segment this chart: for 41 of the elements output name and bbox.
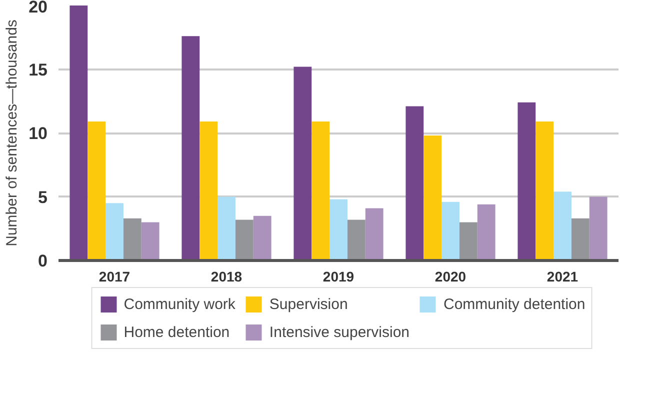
bar bbox=[442, 202, 460, 260]
bar bbox=[218, 196, 236, 260]
legend-label: Intensive supervision bbox=[269, 324, 410, 340]
bar bbox=[459, 222, 478, 260]
bar bbox=[554, 192, 572, 260]
x-tick-label: 2020 bbox=[434, 268, 466, 284]
y-tick-label: 15 bbox=[28, 60, 48, 80]
legend-label: Community work bbox=[124, 296, 236, 312]
bar bbox=[330, 199, 348, 260]
x-tick-label: 2021 bbox=[546, 268, 578, 284]
bar bbox=[123, 218, 142, 260]
bar bbox=[200, 122, 218, 260]
bar bbox=[312, 122, 330, 260]
bar bbox=[182, 36, 200, 260]
bar bbox=[571, 218, 590, 260]
x-tick-label: 2018 bbox=[210, 268, 242, 284]
y-tick-label: 10 bbox=[28, 124, 48, 143]
bar bbox=[70, 6, 88, 260]
legend-label: Supervision bbox=[269, 296, 348, 312]
y-axis-title: Number of sentences—thousands bbox=[4, 20, 21, 246]
legend-label: Home detention bbox=[124, 324, 230, 340]
bar bbox=[235, 220, 254, 260]
bar bbox=[88, 122, 106, 260]
legend-label: Community detention bbox=[444, 296, 586, 312]
bar bbox=[106, 203, 124, 260]
bar bbox=[406, 106, 424, 260]
bar bbox=[294, 66, 312, 260]
bar bbox=[253, 216, 272, 260]
bar bbox=[424, 136, 442, 260]
bar bbox=[141, 222, 160, 260]
bar bbox=[365, 208, 384, 260]
bar bbox=[536, 122, 554, 260]
y-tick-label: 5 bbox=[38, 188, 48, 207]
y-tick-label: 20 bbox=[28, 0, 48, 16]
bar bbox=[477, 204, 496, 260]
bar bbox=[518, 102, 536, 260]
x-tick-label: 2017 bbox=[98, 268, 130, 284]
x-tick-label: 2019 bbox=[322, 268, 354, 284]
bar bbox=[347, 220, 366, 260]
bar bbox=[589, 196, 608, 260]
y-tick-label: 0 bbox=[38, 252, 48, 270]
